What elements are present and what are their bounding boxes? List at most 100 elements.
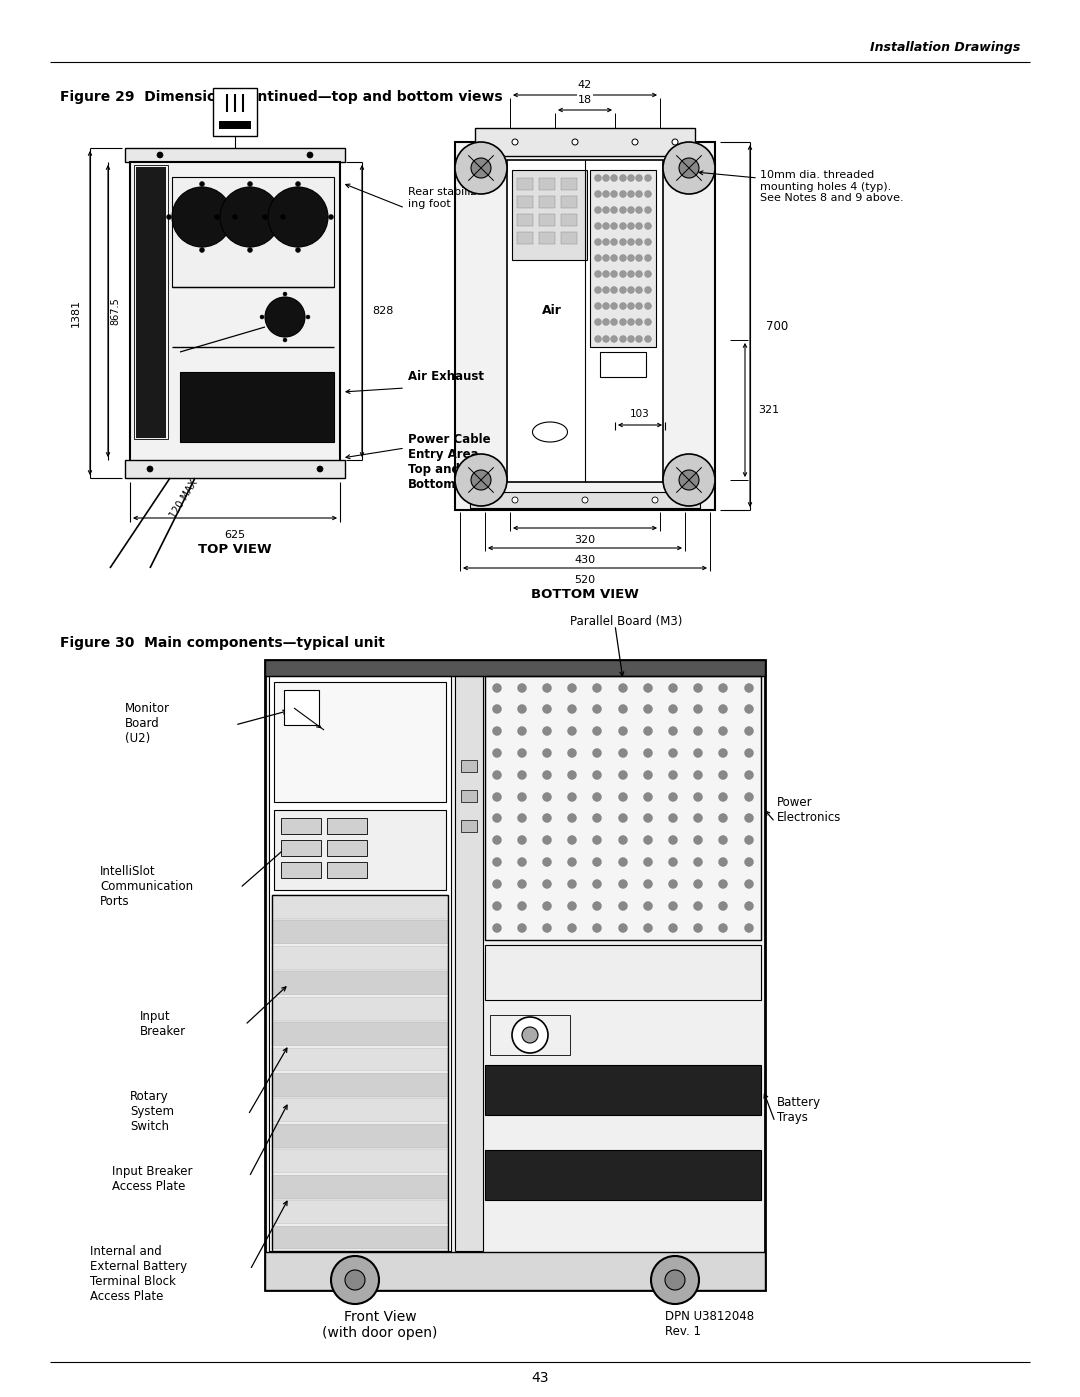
Circle shape [669,923,677,933]
Circle shape [718,771,728,780]
Bar [172,177,334,286]
Circle shape [619,858,627,866]
Circle shape [620,335,626,342]
Circle shape [610,175,618,182]
Circle shape [593,923,602,933]
Circle shape [603,254,609,261]
Circle shape [645,254,651,261]
Bar [265,659,765,676]
Circle shape [744,858,754,866]
Circle shape [517,792,527,802]
Circle shape [669,704,677,714]
Circle shape [645,239,651,246]
Circle shape [619,726,627,735]
Circle shape [645,286,651,293]
Circle shape [200,182,204,187]
Bar [272,1048,448,1071]
Circle shape [594,175,602,182]
Circle shape [512,138,518,145]
Bar [130,162,340,478]
Circle shape [283,338,287,342]
Circle shape [669,901,677,911]
Circle shape [542,771,552,780]
Bar [274,810,446,890]
Circle shape [306,314,310,319]
Circle shape [627,335,635,342]
Circle shape [635,303,643,310]
Circle shape [645,175,651,182]
Bar [265,1252,765,1289]
Circle shape [542,792,552,802]
Circle shape [718,835,728,845]
Circle shape [635,175,643,182]
Circle shape [147,467,153,472]
Circle shape [718,683,728,693]
Circle shape [542,683,552,693]
Circle shape [542,901,552,911]
Circle shape [644,771,652,780]
Circle shape [693,858,702,866]
Circle shape [620,254,626,261]
Bar [136,168,166,439]
Circle shape [620,286,626,293]
Circle shape [567,880,577,888]
Bar [327,840,367,856]
Circle shape [455,142,507,194]
Circle shape [567,792,577,802]
Circle shape [718,749,728,757]
Circle shape [610,286,618,293]
Circle shape [663,142,715,194]
Circle shape [260,314,264,319]
Circle shape [718,813,728,823]
Circle shape [679,469,699,490]
Circle shape [517,726,527,735]
Circle shape [157,152,163,158]
Bar [272,1123,448,1148]
Circle shape [517,683,527,693]
Circle shape [693,901,702,911]
Circle shape [693,880,702,888]
Circle shape [632,138,638,145]
Circle shape [593,835,602,845]
Bar [269,676,451,1250]
Bar [180,372,334,441]
Circle shape [345,1270,365,1289]
Bar [213,88,257,136]
Circle shape [663,454,715,506]
Circle shape [610,271,618,278]
Circle shape [567,858,577,866]
Text: Internal and
External Battery
Terminal Block
Access Plate: Internal and External Battery Terminal B… [90,1245,187,1303]
Circle shape [644,901,652,911]
Text: Air Exhaust: Air Exhaust [408,369,484,383]
Circle shape [594,207,602,214]
Circle shape [593,771,602,780]
Circle shape [610,222,618,229]
Text: 320: 320 [575,535,595,545]
Circle shape [567,726,577,735]
Circle shape [669,835,677,845]
Bar [272,1200,448,1224]
Text: Rotary
System
Switch: Rotary System Switch [130,1090,174,1133]
Circle shape [645,190,651,197]
Circle shape [542,749,552,757]
Bar [272,895,448,919]
Circle shape [627,319,635,326]
Circle shape [744,880,754,888]
Circle shape [744,683,754,693]
Circle shape [620,222,626,229]
Circle shape [693,726,702,735]
Circle shape [644,726,652,735]
Circle shape [603,175,609,182]
Circle shape [265,298,305,337]
Bar [455,676,483,1250]
Circle shape [582,497,588,503]
Circle shape [669,858,677,866]
Circle shape [669,792,677,802]
Bar [517,214,534,226]
Text: Battery
Trays: Battery Trays [777,1097,821,1125]
Circle shape [718,901,728,911]
Circle shape [744,835,754,845]
Circle shape [492,858,501,866]
Circle shape [627,239,635,246]
Circle shape [644,835,652,845]
